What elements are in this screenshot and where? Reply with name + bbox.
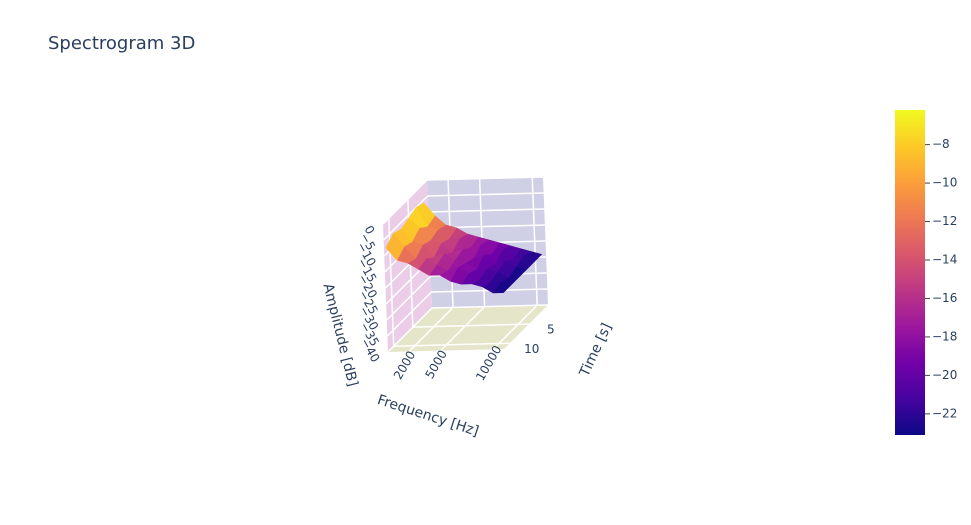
colorbar-tick-label: −16 [932, 291, 957, 305]
colorbar-tick-label: −12 [932, 214, 957, 228]
colorbar-tick-label: −8 [932, 137, 950, 151]
grid-line [387, 218, 395, 347]
scene: 0−5−10−15−20−25−30−35−40 2000 5000 10000510… [319, 176, 615, 440]
colorbar-tick-label: −18 [932, 329, 957, 343]
z-axis-title: Amplitude [dB] [319, 282, 360, 388]
y-tick-label: 5 [547, 323, 555, 337]
chart-title: Spectrogram 3D [48, 33, 195, 54]
grid-line [393, 342, 510, 348]
grid-line [387, 307, 433, 353]
grid-line [412, 323, 529, 328]
grid-line [408, 306, 454, 352]
surface-cell [385, 233, 405, 261]
grid-line [492, 304, 538, 350]
grid-line [426, 176, 544, 181]
grid-line [383, 195, 429, 241]
grid-line [427, 192, 544, 197]
y-tick-label: 10 [524, 342, 539, 356]
colorbar-tick-label: −20 [932, 368, 957, 382]
y-axis-title: Time [s] [576, 321, 615, 380]
colorbar-tick-label: −10 [932, 176, 957, 190]
grid-line [431, 304, 549, 309]
grid-line [386, 275, 432, 321]
x-tick-label: 2000 [391, 348, 418, 381]
grid-line [386, 291, 432, 337]
grid-line [382, 179, 428, 225]
x-axis-title: Frequency [Hz] [375, 392, 480, 440]
x-tick-label: 5000 [422, 348, 449, 381]
grid-line [428, 208, 545, 213]
grid-line [440, 306, 486, 352]
colorbar-tick-label: −14 [932, 253, 957, 267]
colorbar [895, 110, 925, 435]
grid-line [531, 177, 538, 306]
colorbar-tick-label: −22 [932, 406, 957, 420]
floor [388, 305, 548, 352]
